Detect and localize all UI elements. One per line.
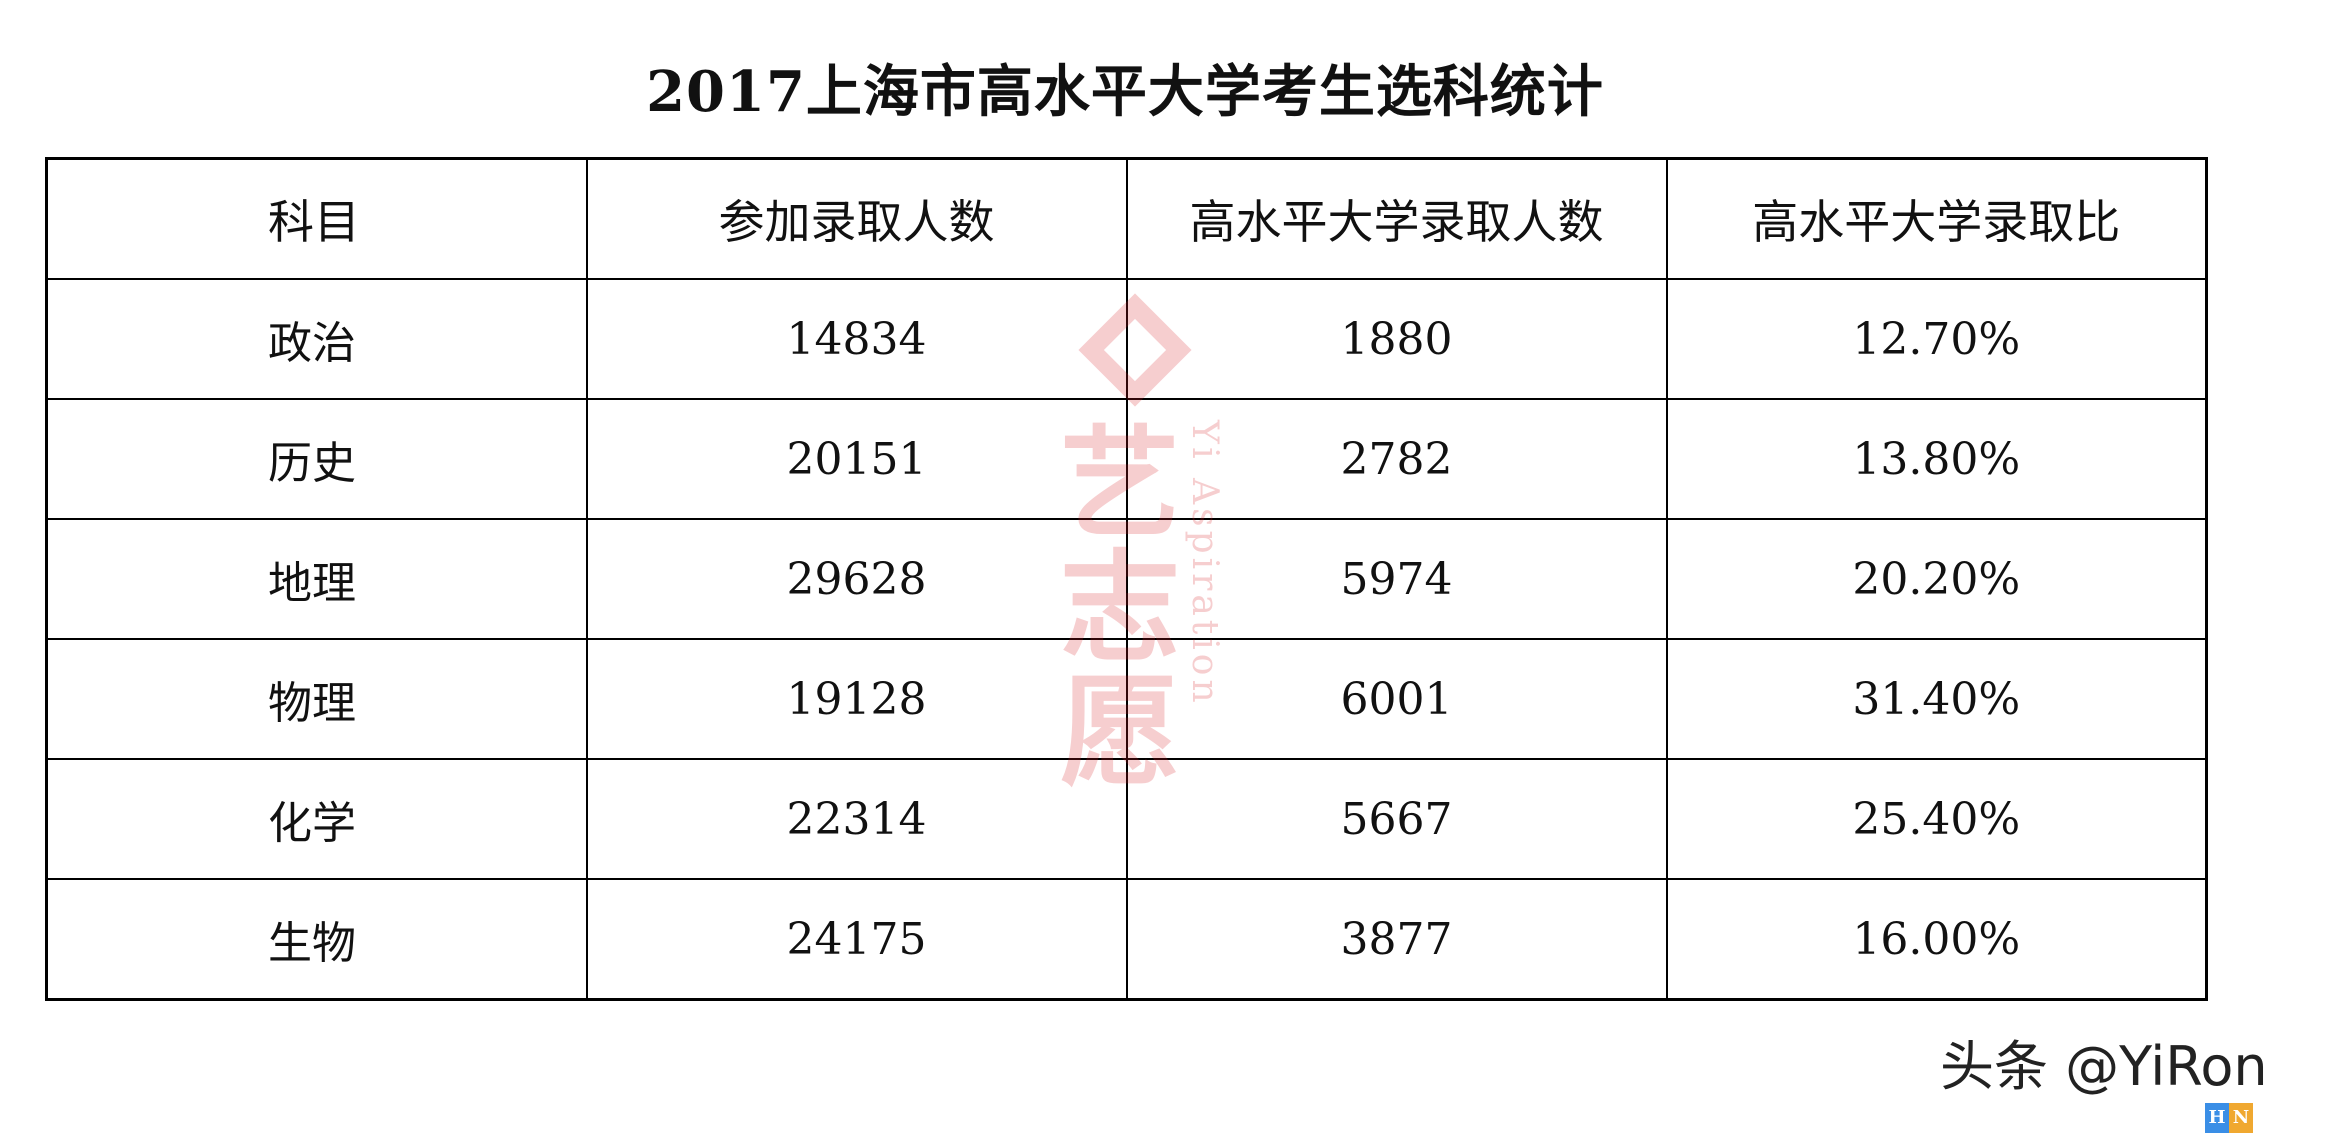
table-cell: 5667 xyxy=(1125,758,1668,880)
hn-badge-icon: H N xyxy=(2205,1103,2253,1133)
source-credit: 头条 @YiRon xyxy=(1940,1035,2268,1098)
badge-h: H xyxy=(2205,1103,2229,1133)
table-cell: 29628 xyxy=(585,518,1128,640)
page-title: 2017上海市高水平大学考生选科统计 xyxy=(646,59,1604,125)
table-cell: 22314 xyxy=(585,758,1128,880)
table-cell: 物理 xyxy=(45,638,588,760)
table-row: 历史 20151 2782 13.80% xyxy=(45,398,2208,520)
column-header: 参加录取人数 xyxy=(585,157,1128,280)
table-cell: 2782 xyxy=(1125,398,1668,520)
table-row: 地理 29628 5974 20.20% xyxy=(45,518,2208,640)
table-cell: 13.80% xyxy=(1665,398,2208,520)
table-cell: 20151 xyxy=(585,398,1128,520)
table-header-row: 科目 参加录取人数 高水平大学录取人数 高水平大学录取比 xyxy=(45,157,2208,280)
column-header: 高水平大学录取比 xyxy=(1665,157,2208,280)
table-cell: 化学 xyxy=(45,758,588,880)
badge-n: N xyxy=(2229,1103,2253,1133)
table-cell: 16.00% xyxy=(1665,878,2208,1001)
table-cell: 12.70% xyxy=(1665,278,2208,400)
stats-table: 科目 参加录取人数 高水平大学录取人数 高水平大学录取比 政治 14834 1880 12.7… xyxy=(45,157,2208,1001)
table-cell: 31.40% xyxy=(1665,638,2208,760)
column-header: 科目 xyxy=(45,157,588,280)
table-row: 政治 14834 1880 12.70% xyxy=(45,278,2208,400)
table-cell: 历史 xyxy=(45,398,588,520)
table-cell: 14834 xyxy=(585,278,1128,400)
table-cell: 6001 xyxy=(1125,638,1668,760)
table-row: 物理 19128 6001 31.40% xyxy=(45,638,2208,760)
table-cell: 20.20% xyxy=(1665,518,2208,640)
table-row: 化学 22314 5667 25.40% xyxy=(45,758,2208,880)
table-cell: 政治 xyxy=(45,278,588,400)
column-header: 高水平大学录取人数 xyxy=(1125,157,1668,280)
table-row: 生物 24175 3877 16.00% xyxy=(45,878,2208,1001)
table-cell: 3877 xyxy=(1125,878,1668,1001)
table-cell: 19128 xyxy=(585,638,1128,760)
table-cell: 生物 xyxy=(45,878,588,1001)
table-cell: 地理 xyxy=(45,518,588,640)
table-cell: 1880 xyxy=(1125,278,1668,400)
table-cell: 5974 xyxy=(1125,518,1668,640)
table-cell: 25.40% xyxy=(1665,758,2208,880)
table-cell: 24175 xyxy=(585,878,1128,1001)
